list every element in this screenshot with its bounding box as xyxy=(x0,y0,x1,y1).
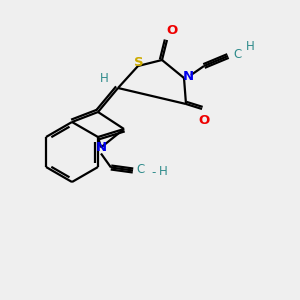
Text: O: O xyxy=(167,25,178,38)
Text: H: H xyxy=(100,73,108,85)
Text: N: N xyxy=(182,70,194,83)
Text: C: C xyxy=(137,163,145,176)
Text: H: H xyxy=(159,165,167,178)
Text: O: O xyxy=(198,115,210,128)
Text: S: S xyxy=(134,56,144,68)
Text: N: N xyxy=(95,141,106,154)
Text: H: H xyxy=(246,40,254,53)
Text: -: - xyxy=(152,166,156,179)
Text: C: C xyxy=(233,47,241,61)
